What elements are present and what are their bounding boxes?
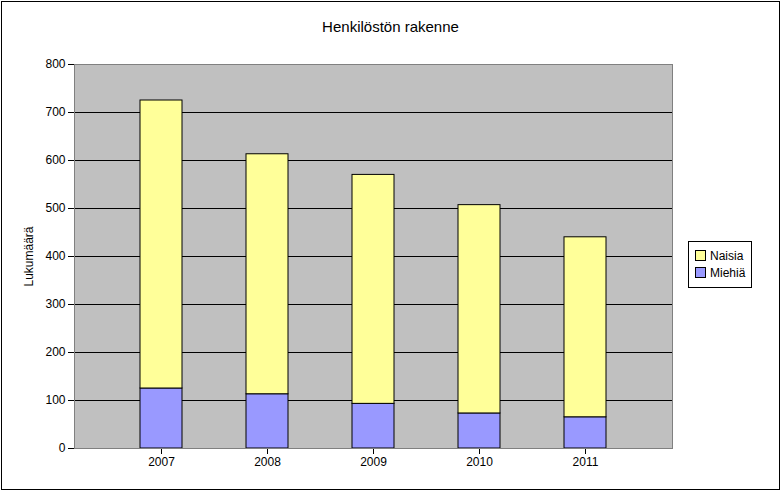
svg-text:300: 300 (45, 297, 65, 311)
svg-text:100: 100 (45, 393, 65, 407)
svg-text:0: 0 (59, 441, 66, 455)
html-text:Henkilöstön rakenne: Henkilöstön rakenne (322, 18, 459, 35)
svg-text:2009: 2009 (360, 455, 387, 469)
svg-text:700: 700 (45, 105, 65, 119)
svg-text:200: 200 (45, 345, 65, 359)
svg-text:2007: 2007 (148, 455, 175, 469)
svg-text:2011: 2011 (573, 455, 599, 469)
html-text:Naisia: Naisia (710, 248, 744, 263)
svg-text:2008: 2008 (254, 455, 281, 469)
svg-text:800: 800 (45, 57, 65, 71)
svg-text:400: 400 (45, 249, 65, 263)
svg-text:500: 500 (45, 201, 65, 215)
svg-text:600: 600 (45, 153, 65, 167)
html-text:Miehiä: Miehiä (710, 265, 746, 280)
svg-text:Lukumäärä: Lukumäärä (22, 226, 36, 286)
svg-text:2010: 2010 (466, 455, 493, 469)
